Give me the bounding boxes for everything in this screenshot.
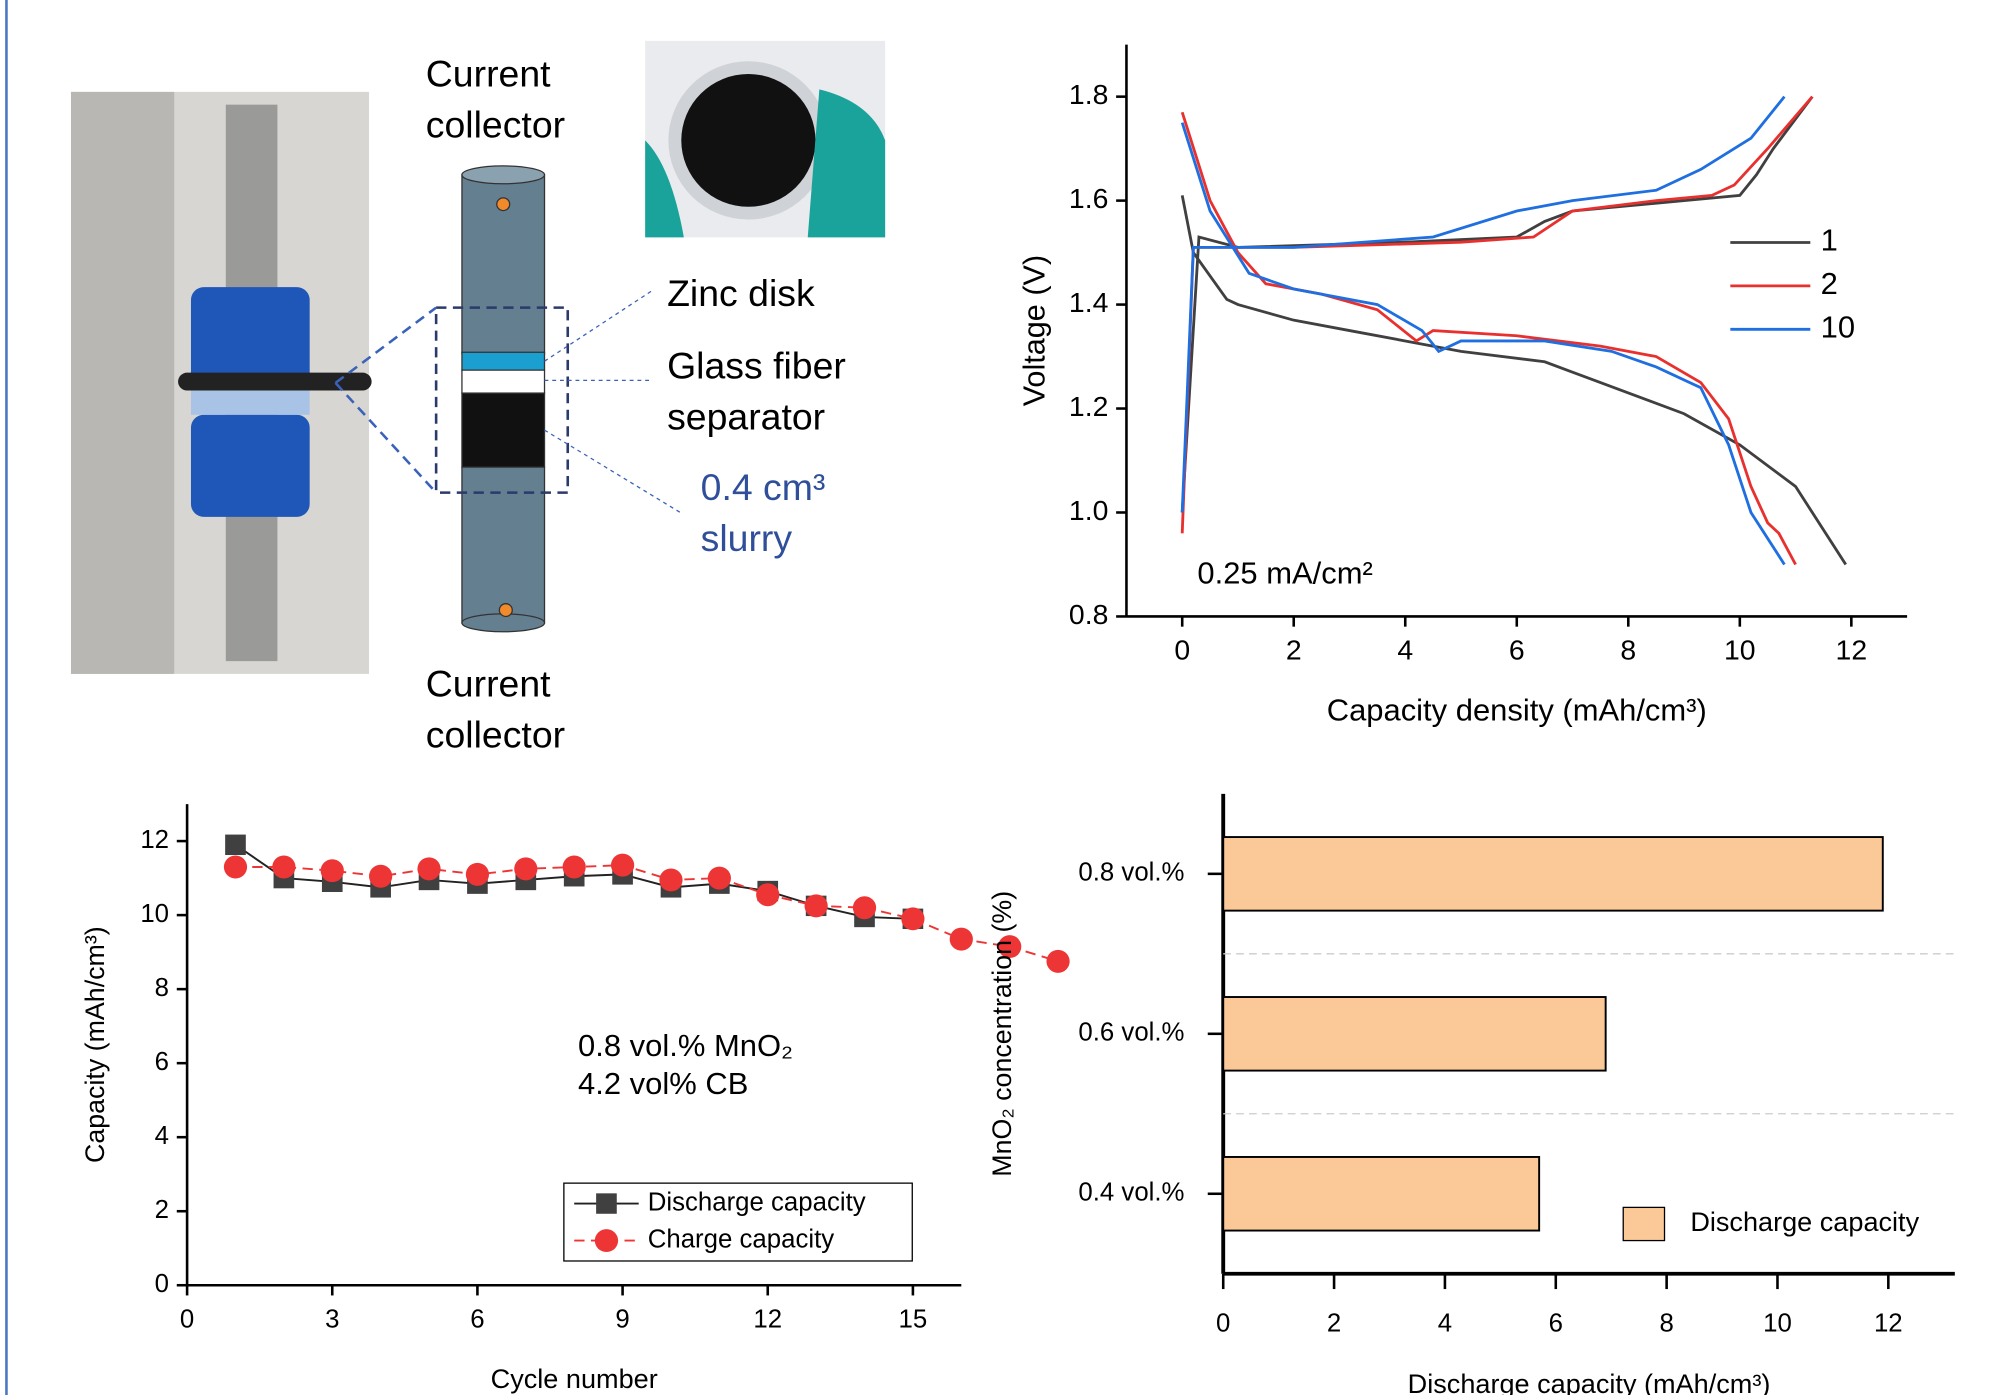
marker: [950, 928, 973, 951]
bar: [1223, 997, 1605, 1071]
y-tick-label: 10: [140, 900, 169, 928]
legend-label: 1: [1821, 223, 1838, 258]
y-tick-label: 8: [155, 974, 169, 1002]
x-tick-label: 0: [180, 1306, 194, 1334]
marker: [611, 854, 634, 877]
marker: [563, 856, 586, 879]
x-tick-label: 6: [470, 1306, 484, 1334]
marker: [321, 859, 344, 882]
y-tick-label: 0.8: [1069, 598, 1108, 630]
y-tick-label: 12: [140, 826, 169, 854]
x-tick-label: 10: [1724, 634, 1756, 666]
legend-label: Discharge capacity: [1690, 1207, 1919, 1237]
x-tick-label: 2: [1286, 634, 1302, 666]
x-tick-label: 10: [1763, 1310, 1792, 1338]
label: collector: [426, 104, 565, 146]
marker: [805, 894, 828, 917]
bar: [1223, 1157, 1539, 1231]
marker: [1046, 950, 1069, 973]
x-tick-label: 4: [1438, 1310, 1452, 1338]
legend-label: 10: [1821, 310, 1855, 345]
marker: [224, 856, 247, 879]
marker: [466, 863, 489, 886]
marker: [659, 868, 682, 891]
x-axis-label: Cycle number: [491, 1364, 658, 1394]
marker: [756, 883, 779, 906]
x-tick-label: 12: [1874, 1310, 1903, 1338]
legend-label: 2: [1821, 266, 1838, 301]
label: collector: [426, 714, 565, 756]
x-axis-label: Discharge capacity (mAh/cm³): [1408, 1369, 1771, 1395]
photo-slurry: [645, 41, 885, 238]
x-tick-label: 6: [1549, 1310, 1563, 1338]
y-tick-label: 4: [155, 1122, 169, 1150]
y-tick-label: 0.8 vol.%: [1078, 859, 1184, 887]
y-tick-label: 1.6: [1069, 182, 1108, 214]
legend-label: Charge capacity: [648, 1225, 835, 1253]
x-tick-label: 4: [1397, 634, 1413, 666]
marker: [708, 867, 731, 890]
legend-marker: [596, 1193, 617, 1213]
x-tick-label: 6: [1509, 634, 1525, 666]
marker: [369, 865, 392, 888]
x-tick-label: 8: [1620, 634, 1636, 666]
legend-swatch: [1623, 1207, 1664, 1240]
y-tick-label: 1.4: [1069, 286, 1108, 318]
marker: [417, 857, 440, 880]
legend-label: Discharge capacity: [648, 1188, 866, 1216]
series-line: [1182, 97, 1784, 565]
label: separator: [667, 396, 825, 438]
x-tick-label: 0: [1174, 634, 1190, 666]
y-axis-label: Voltage (V): [1016, 255, 1051, 406]
x-tick-label: 15: [899, 1306, 928, 1334]
page: Current collector Current collector Zinc…: [0, 0, 2000, 1395]
x-tick-label: 0: [1216, 1310, 1230, 1338]
label: 0.4 cm³: [701, 466, 826, 508]
label: Glass fiber: [667, 345, 846, 387]
label: slurry: [701, 517, 793, 559]
cell-schematic: [335, 166, 681, 632]
label: Current: [426, 53, 551, 95]
y-axis-label: Capacity (mAh/cm³): [80, 926, 110, 1163]
x-tick-label: 12: [1836, 634, 1868, 666]
annotation: 0.25 mA/cm²: [1197, 556, 1372, 591]
x-axis-label: Capacity density (mAh/cm³): [1327, 692, 1707, 727]
marker: [514, 857, 537, 880]
label: Current: [426, 663, 551, 705]
x-tick-label: 8: [1659, 1310, 1673, 1338]
y-tick-label: 2: [155, 1196, 169, 1224]
series-line: [1182, 97, 1812, 565]
annotation: 0.8 vol.% MnO₂: [578, 1028, 793, 1063]
label: Zinc disk: [667, 272, 815, 314]
marker: [853, 896, 876, 919]
y-tick-label: 0.6 vol.%: [1078, 1019, 1184, 1047]
y-tick-label: 0.4 vol.%: [1078, 1179, 1184, 1207]
series-line: [235, 865, 1058, 961]
x-tick-label: 12: [753, 1306, 782, 1334]
y-tick-label: 6: [155, 1048, 169, 1076]
x-tick-label: 9: [615, 1306, 629, 1334]
x-tick-label: 3: [325, 1306, 339, 1334]
y-axis-label: MnO₂ concentration (%): [987, 891, 1017, 1177]
x-tick-label: 2: [1327, 1310, 1341, 1338]
marker: [225, 835, 246, 855]
y-tick-label: 1.2: [1069, 390, 1108, 422]
marker: [901, 907, 924, 930]
photo-cell: [71, 92, 372, 674]
annotation: 4.2 vol% CB: [578, 1066, 748, 1101]
y-tick-label: 0: [155, 1270, 169, 1298]
bar: [1223, 837, 1883, 911]
y-tick-label: 1.8: [1069, 78, 1108, 110]
figure: Current collector Current collector Zinc…: [0, 0, 2000, 1395]
marker: [272, 856, 295, 879]
legend-marker: [595, 1229, 618, 1252]
y-tick-label: 1.0: [1069, 494, 1108, 526]
